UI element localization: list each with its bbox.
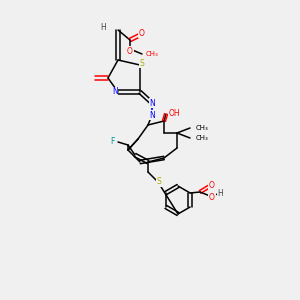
Text: S: S	[140, 58, 144, 68]
Text: N: N	[149, 110, 155, 119]
Text: CH₃: CH₃	[196, 125, 209, 131]
Text: OH: OH	[169, 110, 181, 118]
Text: CH₃: CH₃	[146, 51, 159, 57]
Text: N: N	[112, 88, 118, 97]
Text: CH₃: CH₃	[196, 135, 209, 141]
Text: O: O	[127, 46, 133, 56]
Text: H: H	[217, 190, 223, 199]
Text: H: H	[100, 23, 106, 32]
Text: O: O	[139, 28, 145, 38]
Text: S: S	[157, 178, 161, 187]
Text: O: O	[209, 193, 215, 202]
Text: N: N	[149, 98, 155, 107]
Text: O: O	[209, 181, 215, 190]
Text: F: F	[111, 137, 115, 146]
